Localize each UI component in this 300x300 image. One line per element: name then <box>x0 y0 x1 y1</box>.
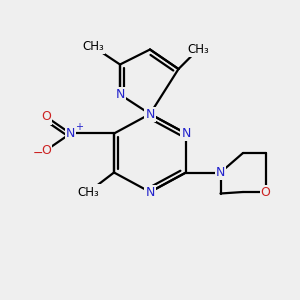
Text: N: N <box>145 185 155 199</box>
Text: N: N <box>216 166 225 179</box>
Text: O: O <box>42 143 51 157</box>
Text: N: N <box>115 88 125 101</box>
Text: CH₃: CH₃ <box>78 185 99 199</box>
Text: −: − <box>33 146 44 160</box>
Text: CH₃: CH₃ <box>82 40 104 53</box>
Text: CH₃: CH₃ <box>187 43 209 56</box>
Text: N: N <box>145 107 155 121</box>
Text: N: N <box>181 127 191 140</box>
Text: O: O <box>261 185 270 199</box>
Text: N: N <box>66 127 75 140</box>
Text: +: + <box>75 122 83 133</box>
Text: O: O <box>42 110 51 124</box>
